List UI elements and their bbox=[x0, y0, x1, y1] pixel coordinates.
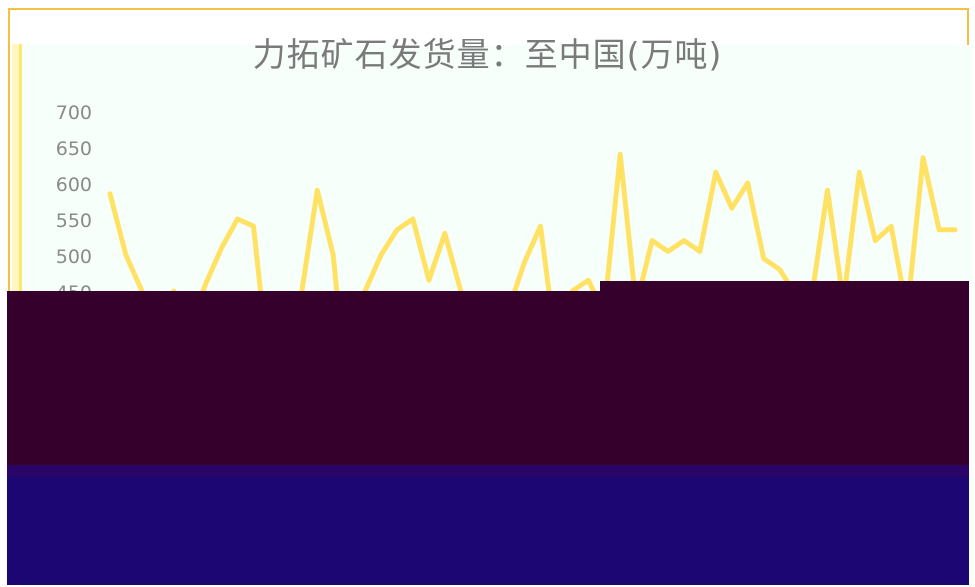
occluded-region-dark bbox=[7, 291, 969, 465]
y-axis-ticks: 700650600550500450 bbox=[56, 102, 92, 304]
chart-title: 力拓矿石发货量：至中国(万吨) bbox=[252, 35, 723, 74]
left-accent-bar bbox=[12, 44, 22, 294]
occluded-region-blue-top bbox=[7, 465, 969, 477]
series-line bbox=[107, 151, 958, 420]
occluded-region-blue bbox=[7, 465, 969, 585]
y-tick-label: 650 bbox=[56, 138, 92, 160]
occluded-region-dark-top bbox=[600, 281, 969, 293]
y-tick-label: 600 bbox=[56, 174, 92, 196]
y-tick-label: 700 bbox=[56, 102, 92, 124]
y-tick-label: 550 bbox=[56, 210, 92, 232]
y-tick-label: 500 bbox=[56, 246, 92, 268]
